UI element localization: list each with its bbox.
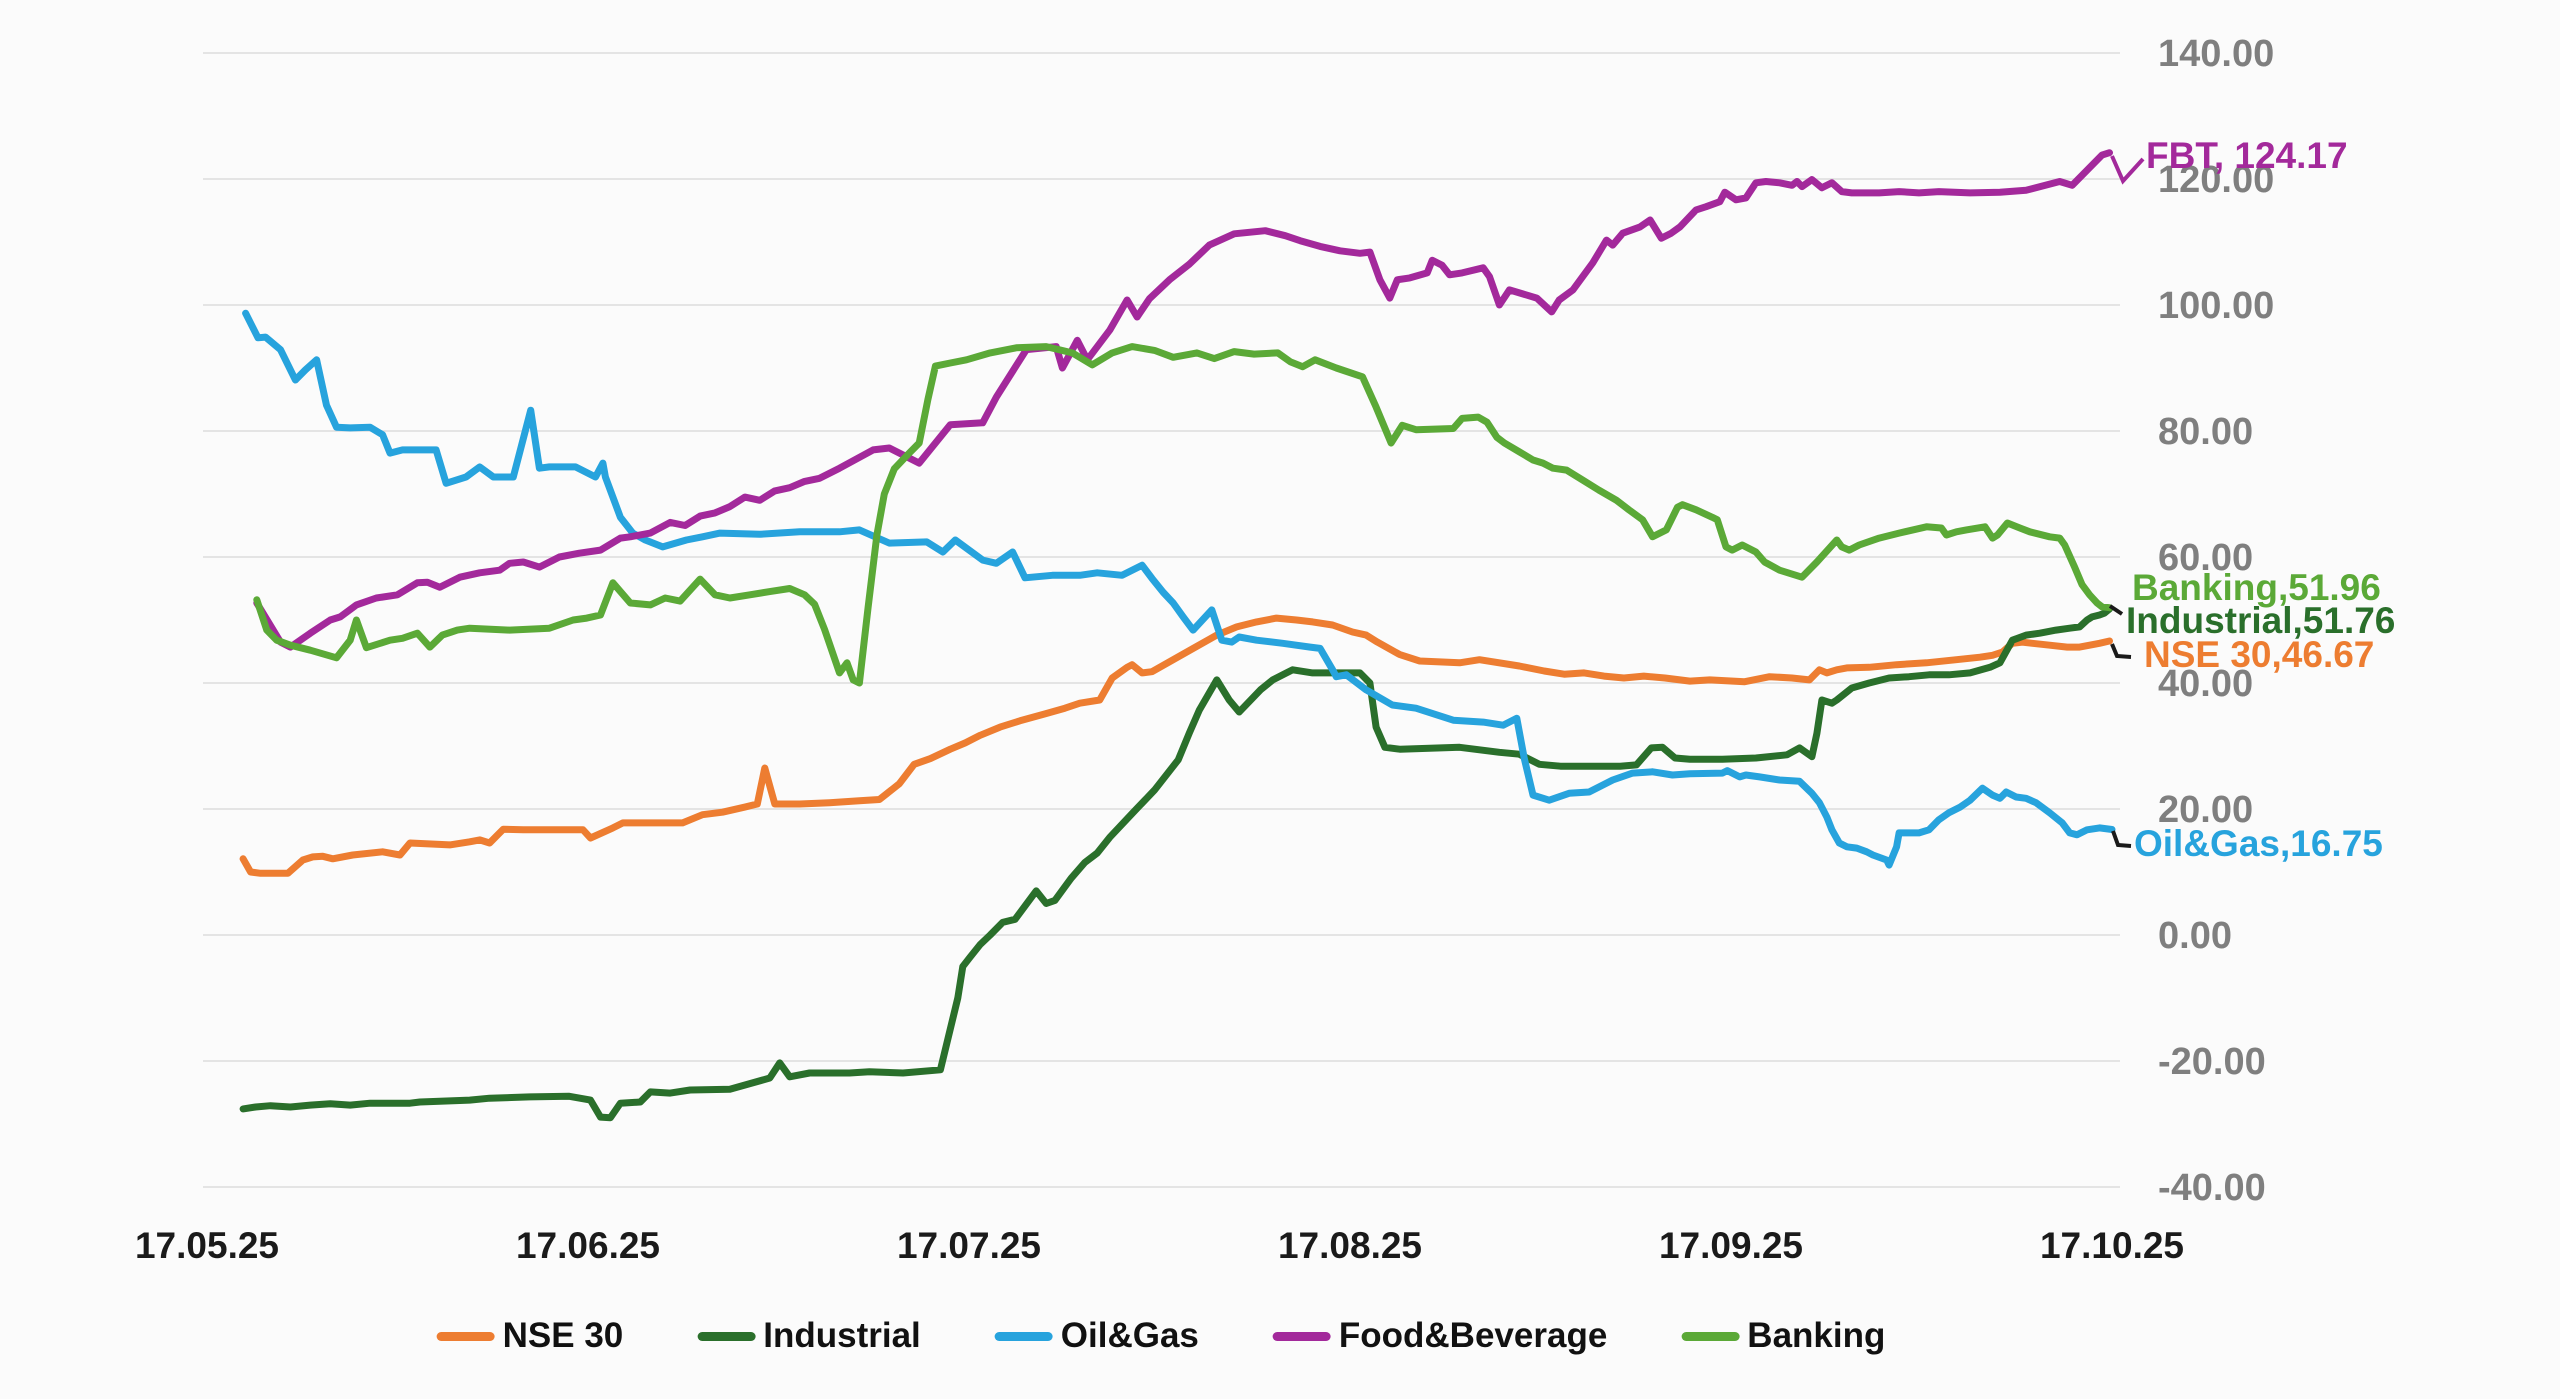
legend-label: Oil&Gas bbox=[1060, 1316, 1199, 1355]
end-label-food-beverage: FBT, 124.17 bbox=[2146, 135, 2348, 176]
y-axis-tick-label: 20.00 bbox=[2158, 789, 2253, 831]
leader-nse30 bbox=[2110, 643, 2132, 659]
legend-swatch-icon bbox=[994, 1331, 1053, 1341]
x-axis-tick-label: 17.07.25 bbox=[897, 1225, 1041, 1266]
end-label-oil-gas: Oil&Gas,16.75 bbox=[2134, 823, 2383, 864]
y-axis-tick-label: 0.00 bbox=[2158, 915, 2232, 957]
legend-item-food-beverage: Food&Beverage bbox=[1272, 1316, 1608, 1356]
legend-item-banking: Banking bbox=[1681, 1316, 1885, 1356]
legend-swatch-icon bbox=[1272, 1331, 1331, 1341]
legend-item-oil-gas: Oil&Gas bbox=[994, 1316, 1199, 1356]
x-axis-tick-label: 17.08.25 bbox=[1278, 1225, 1422, 1266]
end-label-nse-30: NSE 30,46.67 bbox=[2144, 634, 2374, 675]
legend-label: Banking bbox=[1747, 1316, 1886, 1355]
data-label-leader-lines bbox=[2108, 155, 2145, 848]
x-axis-tick-label: 17.05.25 bbox=[135, 1225, 279, 1266]
y-axis-tick-label: -40.00 bbox=[2158, 1167, 2266, 1209]
legend-swatch-icon bbox=[697, 1331, 756, 1341]
gridlines bbox=[203, 52, 2120, 1188]
x-axis-tick-labels: 17.05.25 17.06.25 17.07.25 17.08.25 17.09.25… bbox=[135, 1225, 2184, 1266]
legend-item-industrial: Industrial bbox=[697, 1316, 921, 1356]
legend-label: NSE 30 bbox=[502, 1316, 624, 1355]
legend-swatch-icon bbox=[1681, 1331, 1740, 1341]
y-axis-tick-label: 120.00 bbox=[2158, 159, 2274, 201]
y-axis-tick-labels: 140.00 120.00 100.00 80.00 60.00 40.00 20.00 0.… bbox=[2158, 33, 2274, 1209]
series-line-banking bbox=[253, 343, 2113, 687]
series-lines bbox=[239, 149, 2116, 1122]
y-axis-tick-label: 140.00 bbox=[2158, 33, 2274, 75]
x-axis-tick-label: 17.09.25 bbox=[1659, 1225, 1803, 1266]
leader-industrial bbox=[2108, 604, 2124, 616]
chart-legend: NSE 30 Industrial Oil&Gas Food&Beverage Bank… bbox=[436, 1316, 1885, 1356]
x-axis-tick-label: 17.10.25 bbox=[2040, 1225, 2184, 1266]
legend-item-nse-30: NSE 30 bbox=[436, 1316, 624, 1356]
legend-label: Food&Beverage bbox=[1338, 1316, 1608, 1355]
leader-food-beverage bbox=[2110, 155, 2145, 185]
y-axis-tick-label: 60.00 bbox=[2158, 537, 2253, 579]
legend-swatch-icon bbox=[436, 1331, 495, 1341]
leader-oil-gas bbox=[2111, 830, 2132, 848]
y-axis-tick-label: 80.00 bbox=[2158, 411, 2253, 453]
end-label-banking: Banking,51.96 bbox=[2132, 567, 2381, 608]
series-line-food-beverage bbox=[253, 149, 2113, 651]
series-line-industrial bbox=[239, 605, 2113, 1122]
y-axis-tick-label: -20.00 bbox=[2158, 1041, 2266, 1083]
end-label-industrial: Industrial,51.76 bbox=[2126, 600, 2395, 641]
series-line-oil-gas bbox=[242, 309, 2116, 869]
legend-label: Industrial bbox=[763, 1316, 921, 1355]
y-axis-tick-label: 40.00 bbox=[2158, 663, 2253, 705]
x-axis-tick-label: 17.06.25 bbox=[516, 1225, 660, 1266]
y-axis-tick-label: 100.00 bbox=[2158, 285, 2274, 327]
series-line-nse-30 bbox=[239, 614, 2113, 877]
